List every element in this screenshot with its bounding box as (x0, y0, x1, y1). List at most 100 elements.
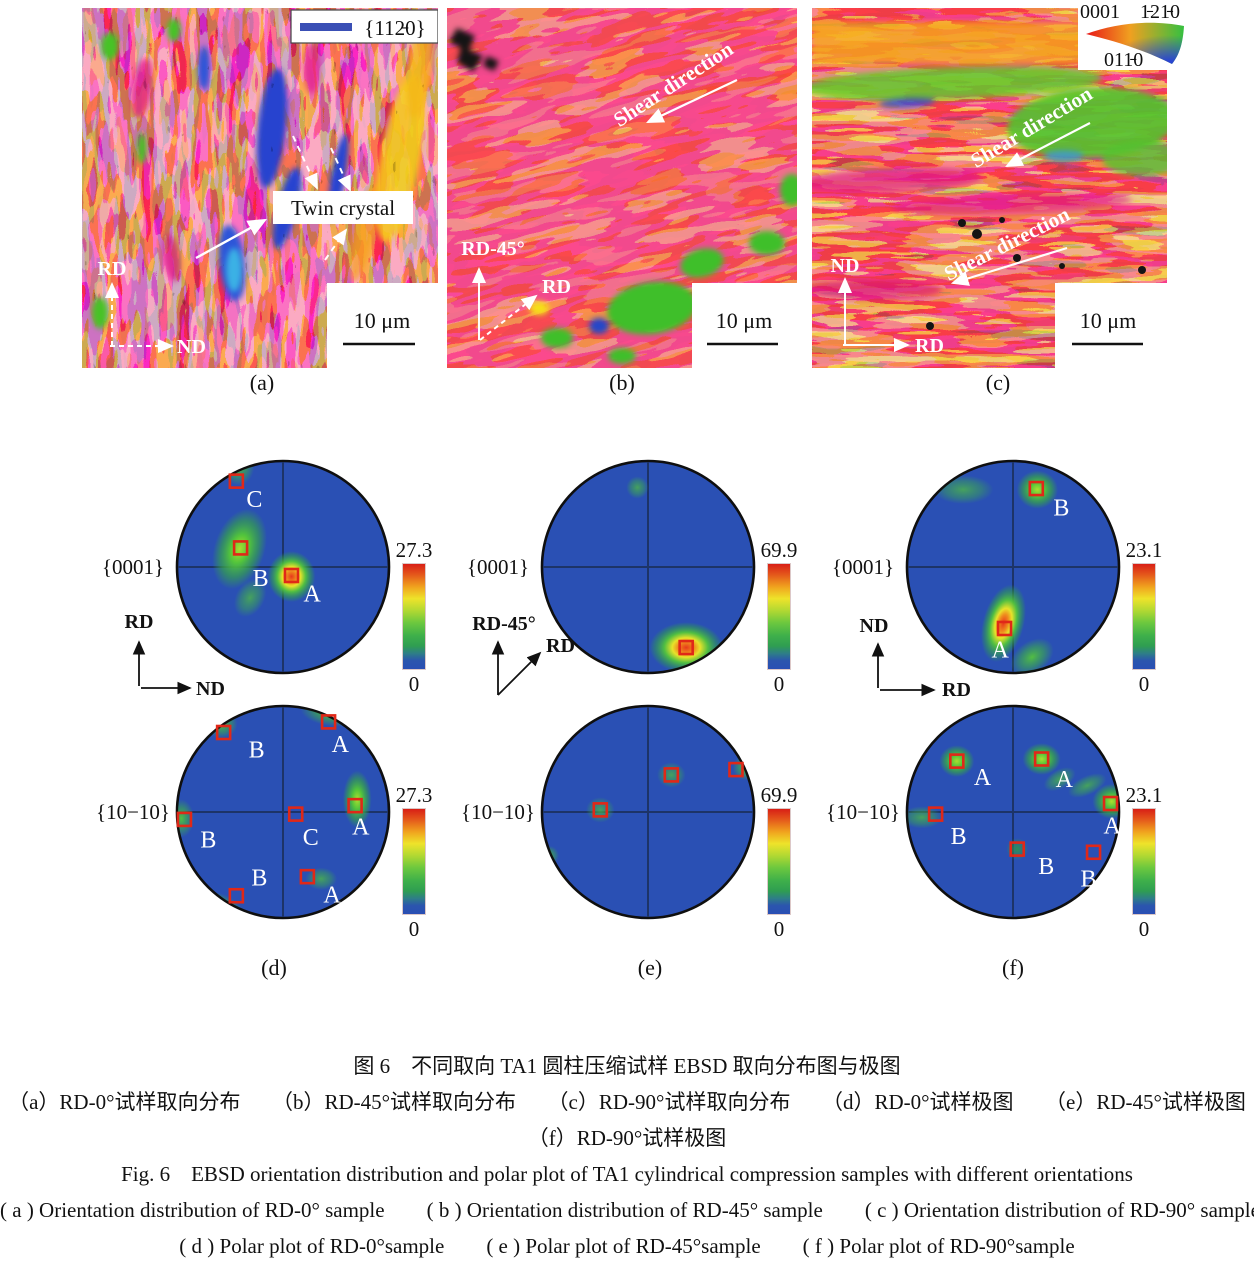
pole-point-label: C (246, 487, 262, 513)
pf-family-label: {10−10} (461, 800, 535, 824)
ebsd-grain-features (449, 28, 797, 364)
axis-nd-label: ND (177, 336, 206, 358)
colorbar-gradient (767, 808, 791, 915)
caption-en-title: Fig. 6 EBSD orientation distribution and… (121, 1162, 1133, 1186)
pole-point-label: A (974, 765, 992, 791)
caption-en-line2: ( a ) Orientation distribution of RD-0° … (0, 1198, 1254, 1222)
pole-marker (228, 887, 245, 904)
pole-point-label: C (303, 825, 319, 851)
axis-rd-label: RD (542, 276, 571, 298)
intensity-blob (932, 475, 994, 504)
pole-marker (1033, 751, 1050, 767)
pole-marker (176, 811, 193, 828)
pole-marker (215, 724, 232, 741)
pole-marker (299, 868, 316, 885)
legend-label: {112̵0} (364, 16, 425, 40)
colorbar-gradient (402, 563, 426, 670)
pole-point-label: B (251, 866, 267, 892)
axis-rd-label: RD (915, 335, 944, 357)
intensity-blob (1092, 783, 1118, 819)
scale-bar-label: 10 μm (354, 308, 410, 333)
pole-point-label: A (352, 815, 370, 841)
pole-point-label: A (1104, 814, 1122, 840)
ebsd-map-rd45: Shear direction RD-45° RD 10 μm (447, 8, 797, 368)
panel-tag-d: (d) (261, 955, 287, 980)
pole-marker (728, 761, 744, 778)
pole-marker (232, 540, 249, 556)
ipf-color-triangle (1086, 22, 1184, 65)
pf-axes-glyph-0: RD ND (125, 611, 225, 700)
colorbar-max-label: 69.9 (760, 538, 798, 562)
panel-tag-e: (e) (637, 955, 663, 980)
colorbar-min-label: 0 (408, 672, 420, 696)
pole-point-label: B (200, 827, 216, 853)
caption-zh-line2: （a）RD-0°试样取向分布 （b）RD-45°试样取向分布 （c）RD-90°… (8, 1090, 1246, 1114)
pole-marker (927, 806, 944, 822)
scale-bar-label: 10 μm (716, 308, 772, 333)
axes-rd-nd: RD ND (98, 258, 206, 358)
pf-family-label: {0001} (102, 555, 164, 579)
pole-marker (287, 806, 304, 822)
pole-point-label: B (1081, 866, 1097, 892)
caption-en-line3: ( d ) Polar plot of RD-0°sample ( e ) Po… (179, 1234, 1075, 1258)
pole-point-label: A (303, 581, 321, 607)
ipf-color-key: 0001 1̵21̵0 011̵0 (1078, 1, 1254, 71)
pole-figure-pf-0001-rd0: C B A (175, 459, 391, 675)
intensity-blob (585, 797, 615, 823)
pf-axis-label: ND (196, 678, 225, 700)
intensity-blob (626, 476, 649, 499)
colorbar-gradient (1132, 563, 1156, 670)
colorbar-max-label: 23.1 (1125, 538, 1163, 562)
pf-family-label: {0001} (832, 555, 894, 579)
scale-bar: 10 μm (1055, 283, 1167, 368)
pole-point-label: B (1053, 496, 1069, 522)
colorbar-min-label: 0 (1138, 917, 1150, 941)
pole-point-label: A (323, 883, 341, 909)
axis-rd45-label: RD-45° (461, 238, 525, 260)
pf-axes-glyph-1: RD-45° RD (472, 613, 575, 696)
pole-marker (347, 797, 363, 814)
intensity-blob (939, 745, 975, 778)
axes-nd-rd: ND RD (831, 255, 944, 357)
scale-bar: 10 μm (692, 283, 797, 368)
colorbar-pf-0001-rd90: 23.1 0 (1126, 538, 1163, 696)
intensity-blob (1016, 470, 1059, 509)
pole-point-label: A (1056, 767, 1074, 793)
ipf-key-0001: 0001 (1080, 2, 1120, 23)
pf-family-label: {0001} (467, 555, 529, 579)
pf-axis-label: ND (860, 615, 889, 637)
pole-marker (1009, 841, 1026, 857)
intensity-blob (212, 508, 267, 590)
pole-marker (678, 639, 694, 656)
scale-bar-label: 10 μm (1080, 308, 1136, 333)
panel-tag-f: (f) (1002, 955, 1024, 980)
pole-figure-pf-1010-rd45 (540, 704, 756, 920)
pole-figure-pf-1010-rd0: B A A B C A B (175, 704, 391, 920)
pf-axis-label: RD-45° (472, 613, 536, 635)
panel-tag-a: (a) (249, 370, 275, 395)
pole-point-label: B (951, 824, 967, 850)
pf-axis-label: RD (942, 679, 971, 701)
axis-rd-label: RD (98, 258, 127, 280)
colorbar-pf-1010-rd45: 69.9 0 (761, 783, 798, 941)
intensity-blob (657, 762, 686, 788)
colorbar-min-label: 0 (408, 917, 420, 941)
colorbar-pf-1010-rd90: 23.1 0 (1126, 783, 1163, 941)
ipf-key-1210: 1̵21̵0 (1140, 2, 1180, 23)
pole-marker (949, 753, 965, 769)
colorbar-max-label: 27.3 (395, 538, 433, 562)
pole-point-label: B (1038, 854, 1054, 880)
pole-marker (228, 473, 245, 489)
panel-tag-b: (b) (609, 370, 635, 395)
colorbar-gradient (402, 808, 426, 915)
intensity-blob (908, 806, 943, 829)
pole-figure-pf-0001-rd90: BA (905, 459, 1121, 675)
intensity-blob (178, 799, 194, 838)
intensity-blob (1022, 743, 1061, 775)
colorbar-pf-0001-rd0: 27.3 0 (396, 538, 433, 696)
pf-family-label: {10−10} (96, 800, 170, 824)
intensity-blob (1010, 638, 1054, 672)
colorbar-gradient (1132, 808, 1156, 915)
